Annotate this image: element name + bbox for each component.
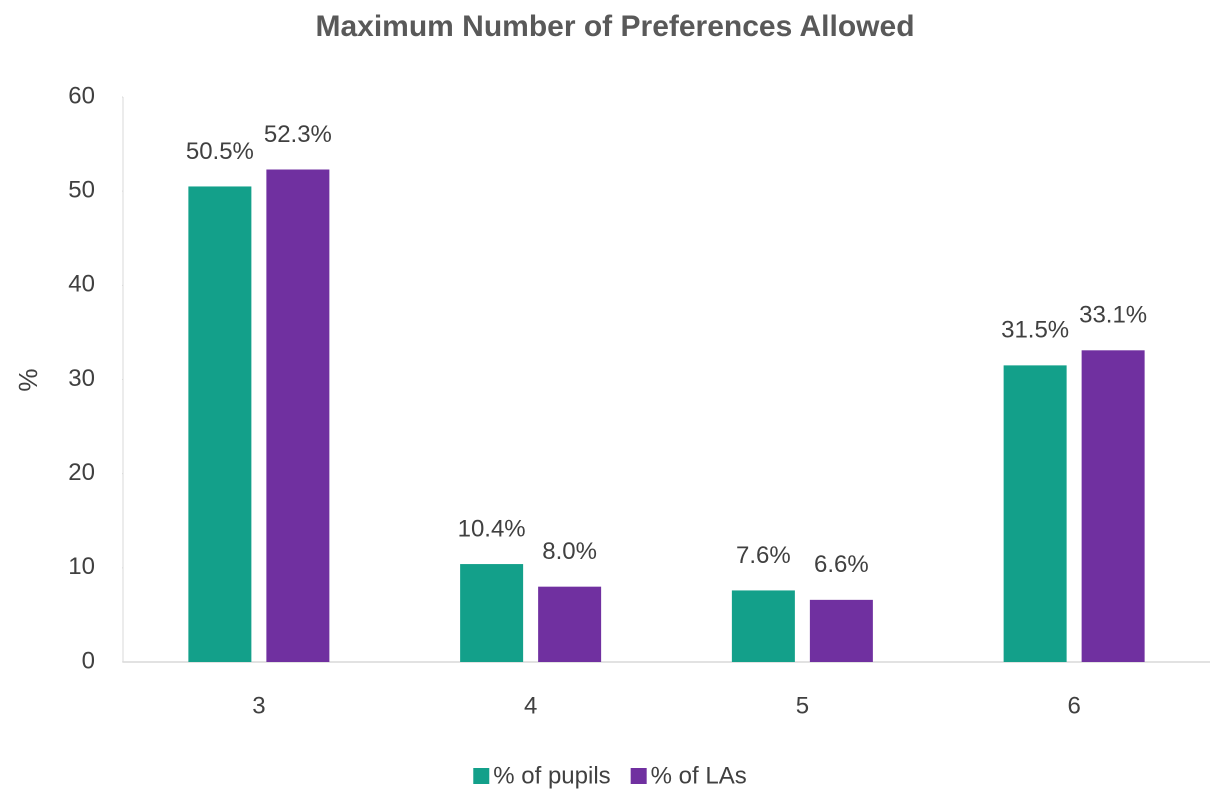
- bar: [460, 564, 524, 662]
- value-label: 10.4%: [458, 515, 526, 542]
- bar: [809, 599, 873, 662]
- x-tick-label: 5: [796, 692, 809, 719]
- legend-label: % of LAs: [651, 762, 747, 789]
- x-tick-label: 6: [1067, 692, 1080, 719]
- x-tick-label: 4: [524, 692, 537, 719]
- value-label: 52.3%: [264, 121, 332, 148]
- y-tick-label: 30: [68, 365, 95, 392]
- legend-swatch: [630, 768, 647, 784]
- legend-swatch: [473, 768, 490, 784]
- value-label: 8.0%: [542, 538, 597, 565]
- bar: [1003, 365, 1067, 662]
- y-axis-label: %: [13, 368, 43, 391]
- y-tick-label: 60: [68, 82, 95, 109]
- y-tick-label: 20: [68, 459, 95, 486]
- y-tick-label: 10: [68, 553, 95, 580]
- value-label: 7.6%: [736, 542, 791, 569]
- legend-label: % of pupils: [493, 762, 610, 789]
- value-label: 33.1%: [1079, 302, 1147, 329]
- y-tick-label: 50: [68, 177, 95, 204]
- bar: [266, 169, 330, 662]
- y-tick-label: 40: [68, 271, 95, 298]
- bar: [538, 586, 602, 662]
- value-label: 6.6%: [814, 551, 869, 578]
- value-label: 31.5%: [1001, 317, 1069, 344]
- value-label: 50.5%: [186, 138, 254, 165]
- y-tick-label: 0: [82, 647, 95, 674]
- chart-title: Maximum Number of Preferences Allowed: [315, 10, 914, 43]
- x-tick-label: 3: [252, 692, 265, 719]
- bar: [188, 186, 252, 663]
- bar: [1081, 350, 1145, 662]
- bar: [731, 590, 795, 662]
